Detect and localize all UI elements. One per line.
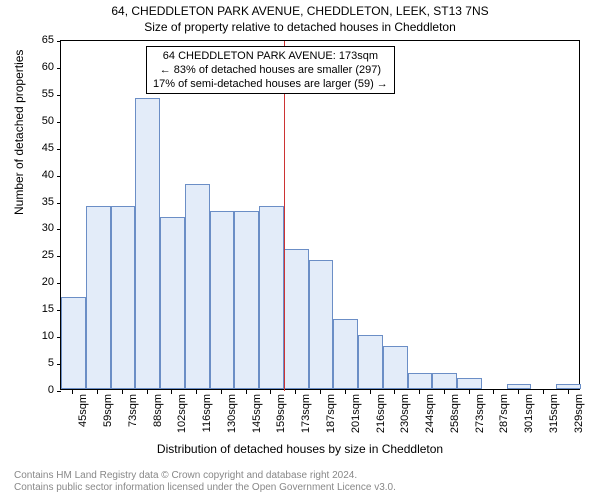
y-tick-mark: [57, 149, 61, 150]
histogram-bar: [61, 297, 86, 389]
y-tick-label: 45: [24, 143, 54, 154]
footer-line1: Contains HM Land Registry data © Crown c…: [14, 470, 396, 482]
x-tick-mark: [196, 390, 197, 394]
x-tick-mark: [295, 390, 296, 394]
y-axis-label: Number of detached properties: [12, 50, 26, 215]
y-tick-label: 20: [24, 277, 54, 288]
y-tick-mark: [57, 310, 61, 311]
x-tick-mark: [147, 390, 148, 394]
histogram-bar: [507, 384, 532, 389]
y-tick-mark: [57, 229, 61, 230]
y-tick-mark: [57, 68, 61, 69]
y-tick-label: 40: [24, 170, 54, 181]
histogram-bar: [284, 249, 309, 389]
x-tick-mark: [72, 390, 73, 394]
y-tick-label: 60: [24, 62, 54, 73]
x-axis-label: Distribution of detached houses by size …: [0, 442, 600, 456]
x-tick-mark: [122, 390, 123, 394]
y-tick-label: 25: [24, 250, 54, 261]
y-tick-label: 5: [24, 358, 54, 369]
histogram-bar: [210, 211, 235, 389]
x-tick-mark: [221, 390, 222, 394]
histogram-bar: [457, 378, 482, 389]
histogram-bar: [333, 319, 358, 389]
histogram-bar: [556, 384, 581, 389]
footer-attribution: Contains HM Land Registry data © Crown c…: [14, 470, 396, 494]
x-tick-mark: [270, 390, 271, 394]
y-tick-mark: [57, 95, 61, 96]
y-tick-mark: [57, 337, 61, 338]
histogram-bar: [111, 206, 136, 389]
histogram-bar: [408, 373, 433, 389]
x-tick-mark: [394, 390, 395, 394]
y-tick-label: 55: [24, 89, 54, 100]
chart-title-line1: 64, CHEDDLETON PARK AVENUE, CHEDDLETON, …: [0, 4, 600, 18]
y-tick-label: 0: [24, 385, 54, 396]
chart-title-line2: Size of property relative to detached ho…: [0, 20, 600, 34]
y-tick-mark: [57, 122, 61, 123]
chart-container: 05101520253035404550556065 45sqm59sqm73s…: [60, 40, 580, 390]
histogram-bar: [259, 206, 284, 389]
annotation-line3: 17% of semi-detached houses are larger (…: [153, 77, 388, 91]
y-tick-mark: [57, 256, 61, 257]
x-tick-mark: [171, 390, 172, 394]
x-tick-mark: [518, 390, 519, 394]
histogram-bar: [185, 184, 210, 389]
y-tick-mark: [57, 41, 61, 42]
annotation-line2: ← 83% of detached houses are smaller (29…: [153, 63, 388, 77]
x-tick-mark: [419, 390, 420, 394]
x-tick-mark: [246, 390, 247, 394]
x-tick-mark: [320, 390, 321, 394]
y-tick-label: 15: [24, 304, 54, 315]
y-tick-label: 35: [24, 197, 54, 208]
annotation-line1: 64 CHEDDLETON PARK AVENUE: 173sqm: [153, 49, 388, 63]
x-tick-mark: [568, 390, 569, 394]
histogram-bar: [432, 373, 457, 389]
y-tick-label: 30: [24, 223, 54, 234]
y-tick-mark: [57, 391, 61, 392]
x-tick-mark: [97, 390, 98, 394]
histogram-bar: [309, 260, 334, 389]
histogram-bar: [383, 346, 408, 389]
y-tick-label: 10: [24, 331, 54, 342]
x-tick-mark: [469, 390, 470, 394]
footer-line2: Contains public sector information licen…: [14, 482, 396, 494]
y-tick-label: 65: [24, 35, 54, 46]
annotation-box: 64 CHEDDLETON PARK AVENUE: 173sqm ← 83% …: [146, 46, 395, 94]
y-tick-mark: [57, 203, 61, 204]
x-tick-mark: [543, 390, 544, 394]
x-tick-mark: [345, 390, 346, 394]
y-tick-mark: [57, 283, 61, 284]
y-tick-mark: [57, 176, 61, 177]
y-tick-mark: [57, 364, 61, 365]
histogram-bar: [86, 206, 111, 389]
x-tick-mark: [370, 390, 371, 394]
x-tick-mark: [493, 390, 494, 394]
histogram-bar: [358, 335, 383, 389]
y-tick-label: 50: [24, 116, 54, 127]
histogram-bar: [160, 217, 185, 389]
x-tick-mark: [444, 390, 445, 394]
histogram-bar: [135, 98, 160, 389]
histogram-bar: [234, 211, 259, 389]
